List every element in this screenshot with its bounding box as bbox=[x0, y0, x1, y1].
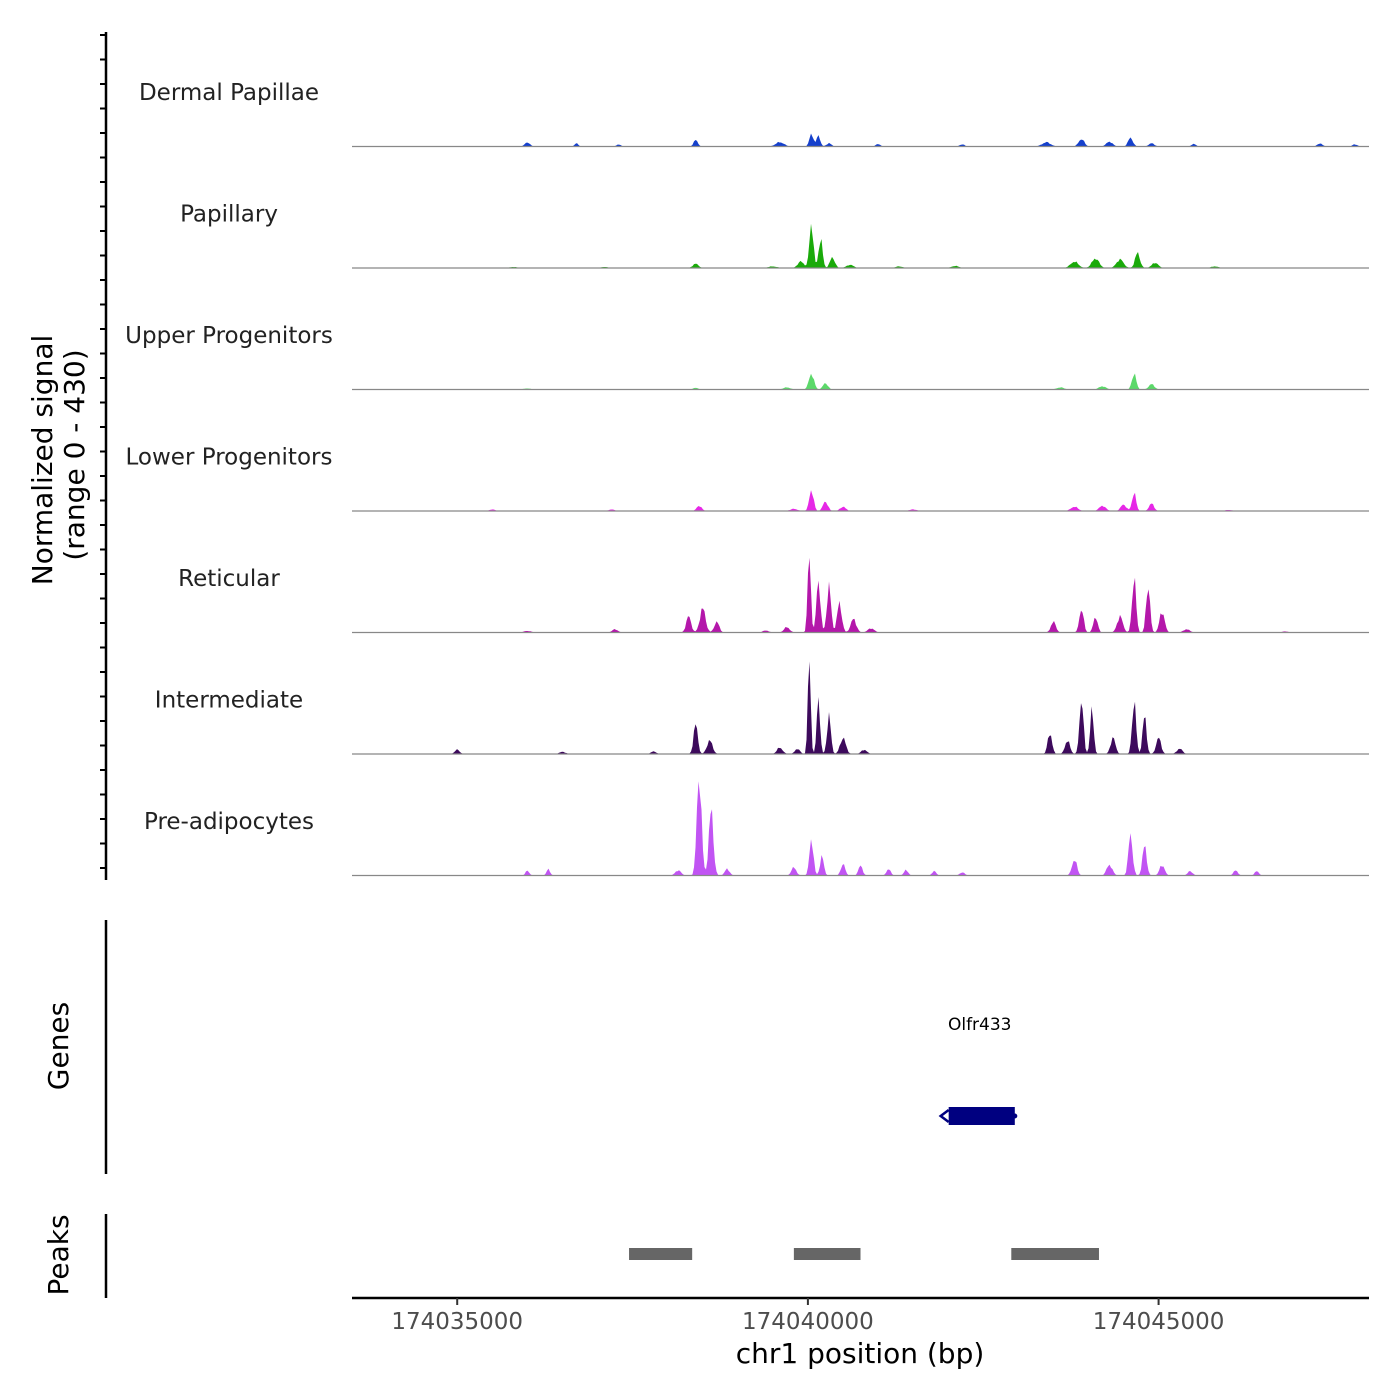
genes-track: Olfr433 bbox=[938, 1015, 1018, 1125]
gene-exon bbox=[948, 1107, 1015, 1125]
signal-area bbox=[352, 781, 1369, 876]
x-axis-title: chr1 position (bp) bbox=[736, 1337, 985, 1370]
y-axis-range: (range 0 - 430) bbox=[58, 349, 91, 560]
track-label: Lower Progenitors bbox=[126, 445, 333, 471]
signal-area bbox=[352, 557, 1369, 633]
peak-region bbox=[1011, 1248, 1099, 1260]
track-label: Intermediate bbox=[155, 688, 303, 714]
signal-area bbox=[352, 490, 1369, 511]
track-intermediate: Intermediate bbox=[155, 661, 1369, 755]
track-label: Papillary bbox=[180, 202, 278, 228]
signal-area bbox=[352, 223, 1369, 268]
gene-label: Olfr433 bbox=[948, 1015, 1012, 1035]
track-lower-progenitors: Lower Progenitors bbox=[126, 445, 1369, 512]
peaks-track bbox=[629, 1248, 1099, 1260]
peak-region bbox=[629, 1248, 693, 1260]
signal-area bbox=[352, 373, 1369, 390]
signal-area bbox=[352, 133, 1369, 147]
gene-strand-arrow bbox=[938, 1109, 950, 1123]
track-label: Reticular bbox=[178, 566, 280, 592]
x-axis-ticks: 174035000 174040000 174045000 bbox=[391, 1298, 1224, 1335]
y-axis-title: Normalized signal bbox=[26, 335, 59, 586]
genes-title: Genes bbox=[42, 1002, 75, 1090]
peak-region bbox=[793, 1248, 861, 1260]
track-dermal-papillae: Dermal Papillae bbox=[139, 80, 1369, 148]
track-upper-progenitors: Upper Progenitors bbox=[125, 323, 1369, 391]
coverage-tracks: Dermal Papillae Papillary Upper Progenitor… bbox=[125, 80, 1369, 877]
x-tick-label: 174040000 bbox=[742, 1309, 874, 1335]
track-label: Pre-adipocytes bbox=[144, 809, 314, 835]
track-label: Dermal Papillae bbox=[139, 80, 319, 106]
x-tick-label: 174045000 bbox=[1093, 1309, 1225, 1335]
track-reticular: Reticular bbox=[178, 557, 1369, 634]
gene-end-marker bbox=[1012, 1113, 1018, 1119]
track-label: Upper Progenitors bbox=[125, 323, 333, 349]
track-papillary: Papillary bbox=[180, 202, 1369, 269]
track-pre-adipocytes: Pre-adipocytes bbox=[144, 781, 1369, 877]
x-tick-label: 174035000 bbox=[391, 1309, 523, 1335]
signal-area bbox=[352, 661, 1369, 754]
coverage-y-ticks bbox=[100, 34, 106, 869]
peaks-title: Peaks bbox=[42, 1214, 75, 1295]
